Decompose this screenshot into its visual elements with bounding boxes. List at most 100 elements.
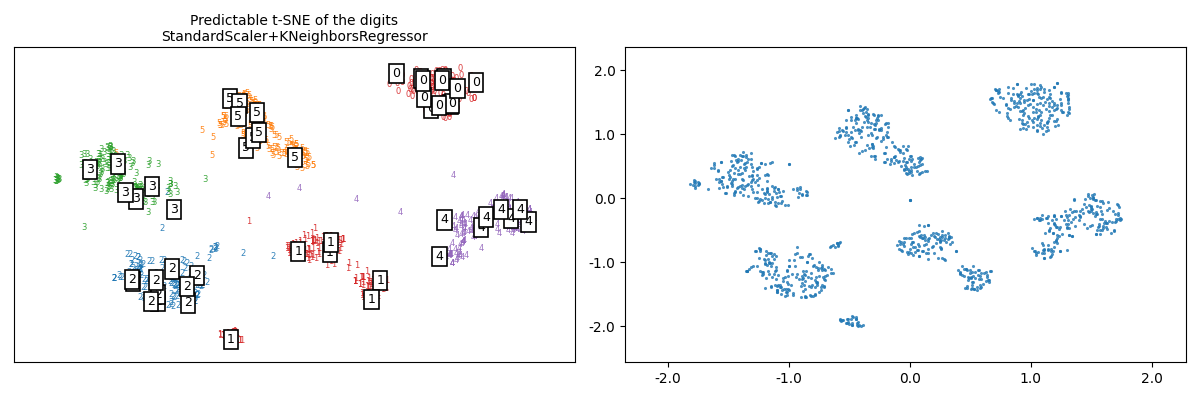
Point bbox=[896, 164, 916, 170]
Point bbox=[1075, 200, 1094, 207]
Text: 0: 0 bbox=[448, 86, 454, 95]
Point bbox=[1109, 202, 1128, 209]
Point bbox=[1081, 208, 1100, 214]
Point bbox=[1032, 240, 1051, 246]
Text: 3: 3 bbox=[108, 185, 113, 194]
Point bbox=[913, 169, 932, 175]
Text: 5: 5 bbox=[223, 102, 229, 111]
Point bbox=[709, 175, 728, 182]
Text: 4: 4 bbox=[504, 222, 509, 231]
Point bbox=[1110, 214, 1129, 221]
Text: 5: 5 bbox=[252, 104, 257, 113]
Point bbox=[722, 180, 742, 187]
Point bbox=[1066, 214, 1085, 220]
Text: 4: 4 bbox=[354, 195, 359, 204]
Text: 4: 4 bbox=[461, 224, 467, 233]
Point bbox=[1020, 91, 1039, 98]
Text: 0: 0 bbox=[414, 82, 420, 91]
Point bbox=[854, 119, 874, 126]
Text: 5: 5 bbox=[235, 101, 240, 110]
Point bbox=[722, 162, 742, 169]
Text: 4: 4 bbox=[528, 216, 533, 225]
Point bbox=[1034, 86, 1054, 92]
Point bbox=[982, 95, 1001, 101]
Point bbox=[1098, 206, 1117, 213]
Text: 0: 0 bbox=[446, 98, 455, 111]
Text: 1: 1 bbox=[238, 336, 242, 345]
Point bbox=[758, 172, 778, 178]
Point bbox=[956, 285, 976, 292]
Point bbox=[1038, 246, 1057, 252]
Text: 4: 4 bbox=[448, 252, 454, 260]
Point bbox=[1028, 112, 1048, 119]
Text: 0: 0 bbox=[414, 66, 419, 75]
Point bbox=[786, 251, 805, 258]
Text: 2: 2 bbox=[182, 284, 187, 293]
Point bbox=[958, 284, 977, 291]
Text: 3: 3 bbox=[104, 185, 109, 194]
Text: 2: 2 bbox=[188, 262, 193, 271]
Point bbox=[1082, 192, 1102, 198]
Text: 3: 3 bbox=[100, 156, 104, 164]
Point bbox=[901, 164, 920, 170]
Text: 4: 4 bbox=[486, 209, 491, 218]
Text: 5: 5 bbox=[228, 94, 233, 103]
Point bbox=[1048, 116, 1067, 122]
Point bbox=[1061, 206, 1080, 212]
Point bbox=[736, 268, 755, 274]
Text: 5: 5 bbox=[241, 93, 247, 102]
Text: 2: 2 bbox=[158, 297, 163, 306]
Point bbox=[760, 271, 779, 278]
Text: 5: 5 bbox=[248, 97, 254, 106]
Point bbox=[858, 112, 877, 118]
Text: 2: 2 bbox=[127, 250, 132, 259]
Point bbox=[1082, 222, 1102, 228]
Point bbox=[918, 222, 937, 228]
Text: 3: 3 bbox=[94, 158, 98, 167]
Point bbox=[864, 145, 883, 151]
Text: 3: 3 bbox=[133, 194, 138, 203]
Point bbox=[848, 127, 868, 133]
Text: 0: 0 bbox=[446, 110, 451, 119]
Point bbox=[752, 269, 772, 275]
Text: 3: 3 bbox=[119, 170, 124, 179]
Point bbox=[1021, 87, 1040, 94]
Text: 5: 5 bbox=[256, 110, 260, 119]
Text: 0: 0 bbox=[436, 79, 440, 88]
Point bbox=[761, 283, 780, 290]
Point bbox=[964, 286, 983, 292]
Point bbox=[1105, 219, 1124, 225]
Text: 4: 4 bbox=[506, 194, 512, 203]
Point bbox=[1063, 233, 1082, 239]
Point bbox=[826, 244, 845, 251]
Point bbox=[830, 238, 850, 245]
Point bbox=[890, 241, 910, 247]
Text: 0: 0 bbox=[454, 82, 462, 95]
Text: 1: 1 bbox=[334, 239, 340, 248]
Text: 1: 1 bbox=[302, 246, 307, 256]
Point bbox=[742, 164, 761, 170]
Text: 2: 2 bbox=[142, 294, 146, 303]
Text: 5: 5 bbox=[283, 147, 289, 156]
Point bbox=[755, 260, 774, 266]
Text: 0: 0 bbox=[452, 84, 457, 93]
Point bbox=[894, 166, 913, 172]
Text: 3: 3 bbox=[134, 185, 139, 194]
Point bbox=[916, 237, 935, 243]
Text: 5: 5 bbox=[241, 112, 246, 120]
Point bbox=[1051, 107, 1070, 113]
Point bbox=[748, 165, 767, 172]
Point bbox=[1109, 210, 1128, 216]
Point bbox=[775, 293, 794, 300]
Point bbox=[877, 132, 896, 139]
Point bbox=[833, 317, 852, 324]
Text: 2: 2 bbox=[170, 293, 176, 302]
Point bbox=[893, 248, 912, 254]
Text: 2: 2 bbox=[131, 277, 136, 286]
Point bbox=[864, 142, 883, 149]
Point bbox=[773, 286, 792, 293]
Point bbox=[874, 134, 893, 140]
Text: 1: 1 bbox=[360, 273, 365, 282]
Text: 4: 4 bbox=[532, 215, 536, 224]
Text: 0: 0 bbox=[468, 96, 474, 104]
